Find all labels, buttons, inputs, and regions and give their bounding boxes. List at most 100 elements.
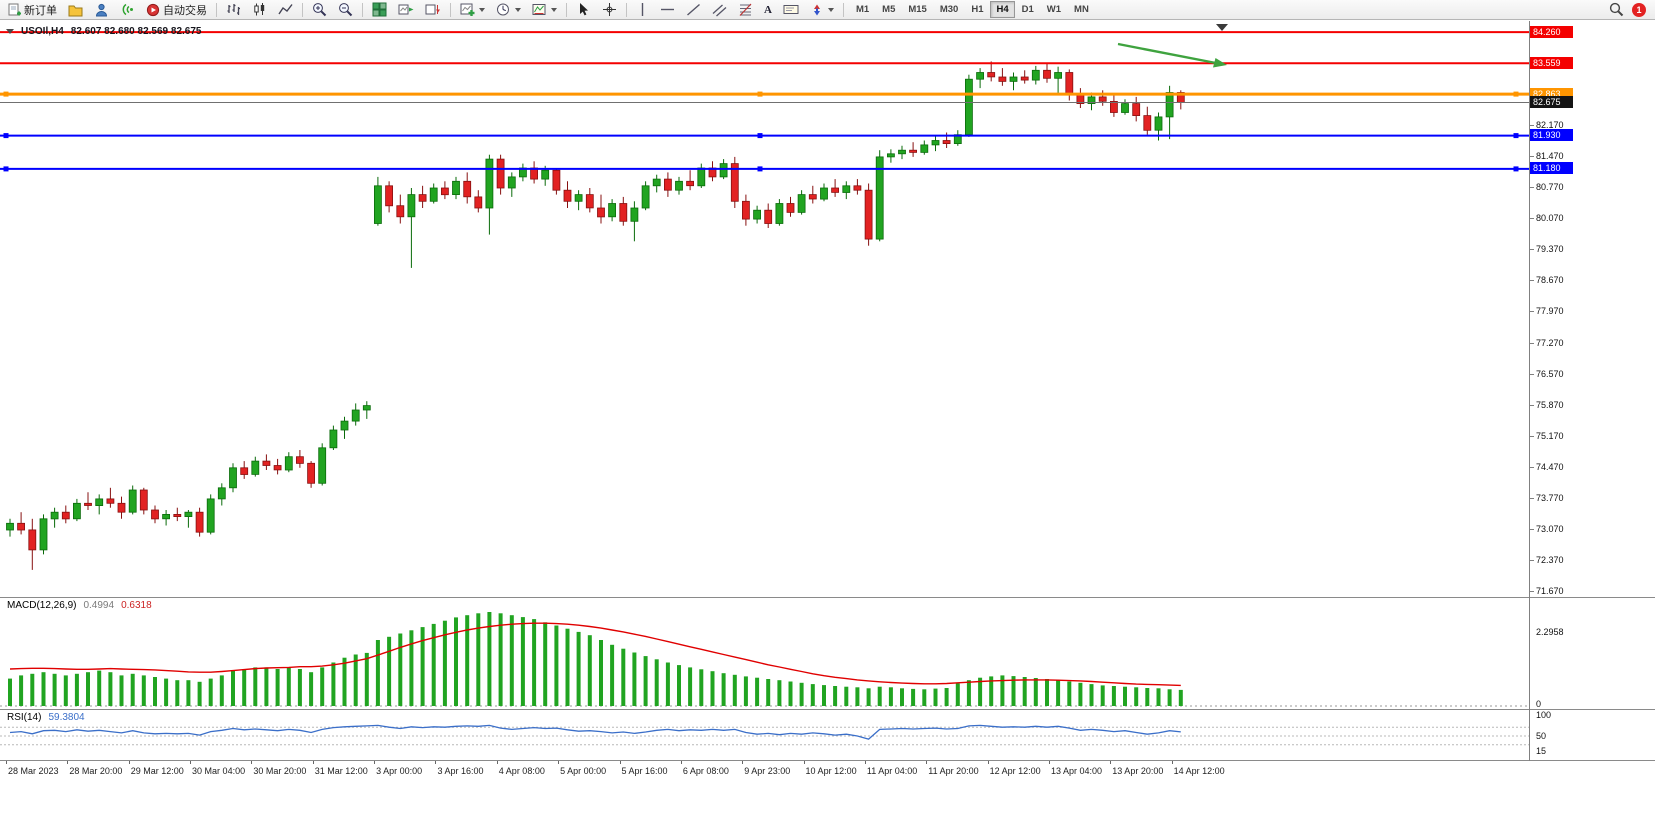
- profile-button[interactable]: [89, 1, 114, 19]
- price-scale[interactable]: 82.170 81.470 80.770 80.070 79.370 78.670 77.9…: [1530, 21, 1655, 597]
- zoom-out-icon: [339, 3, 353, 17]
- tf-button-h1[interactable]: H1: [965, 1, 989, 18]
- auto-scroll-icon: [398, 4, 414, 15]
- text-label-tool-button[interactable]: [778, 1, 804, 19]
- price-axis-border: [1529, 21, 1530, 779]
- price-tick: 77.970: [1536, 306, 1564, 317]
- tf-button-m5[interactable]: M5: [876, 1, 901, 18]
- tf-button-m15[interactable]: M15: [902, 1, 932, 18]
- time-tick-mark: [312, 761, 314, 764]
- macd-histogram: [8, 612, 1183, 706]
- tf-button-d1[interactable]: D1: [1016, 1, 1040, 18]
- price-tick-mark: [1530, 435, 1534, 437]
- time-tick-mark: [803, 761, 805, 764]
- zoom-in-button[interactable]: [307, 1, 332, 19]
- rsi-pane[interactable]: RSI(14) 59.3804: [0, 710, 1529, 760]
- ohlc-collapse-icon[interactable]: [6, 29, 14, 34]
- rsi-scale-tick: 50: [1536, 731, 1547, 741]
- zoom-in-icon: [313, 3, 327, 17]
- chart-shift-button[interactable]: [420, 1, 446, 19]
- periods-button[interactable]: [491, 1, 526, 19]
- price-tick: 79.370: [1536, 244, 1564, 255]
- text-tool-button[interactable]: A: [759, 1, 777, 19]
- bar-chart-button[interactable]: [221, 1, 246, 19]
- main-chart-pane[interactable]: USOIl,H4 82.607 82.680 82.569 82.675: [0, 21, 1529, 597]
- time-label: 28 Mar 20:00: [69, 766, 123, 776]
- trendline-tool-button[interactable]: [681, 1, 706, 19]
- tile-windows-button[interactable]: [367, 1, 392, 19]
- time-label: 3 Apr 00:00: [376, 766, 423, 776]
- chart-shift-marker-icon[interactable]: [1216, 24, 1228, 31]
- price-tick-mark: [1530, 591, 1534, 593]
- time-tick-mark: [1171, 761, 1173, 764]
- autotrading-icon: [146, 3, 160, 16]
- macd-main-value: 0.4994: [83, 600, 115, 611]
- price-chart-canvas[interactable]: [0, 21, 1529, 597]
- rsi-scale: 100 50 15: [1530, 710, 1655, 760]
- rsi-level-lines: [0, 726, 1529, 746]
- arrows-icon: [813, 4, 820, 15]
- new-order-button[interactable]: 新订单: [3, 1, 62, 19]
- folder-button[interactable]: [63, 1, 88, 19]
- time-label: 12 Apr 12:00: [989, 766, 1041, 776]
- price-tick-mark: [1530, 560, 1534, 562]
- cursor-icon: [580, 3, 588, 16]
- indicators-button[interactable]: [455, 1, 490, 19]
- fibonacci-tool-button[interactable]: [733, 1, 758, 19]
- time-tick-mark: [1048, 761, 1050, 764]
- tf-button-w1[interactable]: W1: [1041, 1, 1067, 18]
- price-badge: 81.180: [1530, 162, 1573, 175]
- fibonacci-icon: [739, 3, 752, 16]
- tf-button-h4[interactable]: H4: [990, 1, 1015, 18]
- crosshair-button[interactable]: [597, 1, 622, 19]
- signals-button[interactable]: [115, 1, 140, 19]
- auto-trading-label: 自动交易: [163, 4, 207, 17]
- price-badge: 82.675: [1530, 95, 1573, 108]
- text-icon: A: [764, 3, 772, 16]
- line-chart-button[interactable]: [273, 1, 298, 19]
- price-tick-mark: [1530, 342, 1534, 344]
- time-tick-mark: [496, 761, 498, 764]
- templates-button[interactable]: [527, 1, 562, 19]
- tf-button-m1[interactable]: M1: [850, 1, 875, 18]
- vertical-line-tool-button[interactable]: [631, 1, 654, 19]
- time-tick-mark: [742, 761, 744, 764]
- price-tick: 75.170: [1536, 430, 1564, 441]
- horizontal-line-icon: [661, 8, 674, 11]
- chart-ohlc-values: 82.607 82.680 82.569 82.675: [70, 26, 202, 37]
- candlestick-chart-button[interactable]: [247, 1, 272, 19]
- search-icon[interactable]: [1609, 2, 1624, 17]
- price-tick-mark: [1530, 280, 1534, 282]
- price-tick-mark: [1530, 497, 1534, 499]
- horizontal-line-objects[interactable]: [0, 31, 1529, 172]
- tf-button-mn[interactable]: MN: [1068, 1, 1095, 18]
- auto-trading-button[interactable]: 自动交易: [141, 1, 212, 19]
- time-label: 5 Apr 00:00: [560, 766, 607, 776]
- price-tick-mark: [1530, 529, 1534, 531]
- time-axis[interactable]: 28 Mar 2023 28 Mar 20:00 29 Mar 12:00 30 Ma…: [0, 761, 1655, 780]
- tf-button-m30[interactable]: M30: [934, 1, 964, 18]
- zoom-out-button[interactable]: [333, 1, 358, 19]
- new-order-label: 新订单: [24, 4, 57, 17]
- horizontal-line-tool-button[interactable]: [655, 1, 680, 19]
- channel-icon: [712, 4, 727, 17]
- toolbar-separator: [626, 2, 627, 17]
- time-label: 13 Apr 20:00: [1112, 766, 1164, 776]
- candlesticks: [6, 61, 1185, 570]
- time-label: 30 Mar 20:00: [253, 766, 307, 776]
- channel-tool-button[interactable]: [707, 1, 732, 19]
- arrows-tool-button[interactable]: [805, 1, 839, 19]
- notification-badge[interactable]: 1: [1632, 2, 1646, 17]
- price-tick: 81.470: [1536, 151, 1564, 161]
- auto-sc roll-button[interactable]: [393, 1, 419, 19]
- macd-pane[interactable]: MACD(12,26,9) 0.4994 0.6318: [0, 598, 1529, 709]
- cursor-button[interactable]: [571, 1, 596, 19]
- rsi-line: [9, 724, 1181, 740]
- folder-icon: [68, 5, 83, 16]
- rsi-value: 59.3804: [48, 712, 85, 723]
- trend-arrow[interactable]: [1117, 42, 1227, 68]
- pane-separator[interactable]: [0, 709, 1655, 710]
- macd-scale-tick: 0: [1536, 699, 1542, 709]
- pane-separator[interactable]: [0, 597, 1655, 598]
